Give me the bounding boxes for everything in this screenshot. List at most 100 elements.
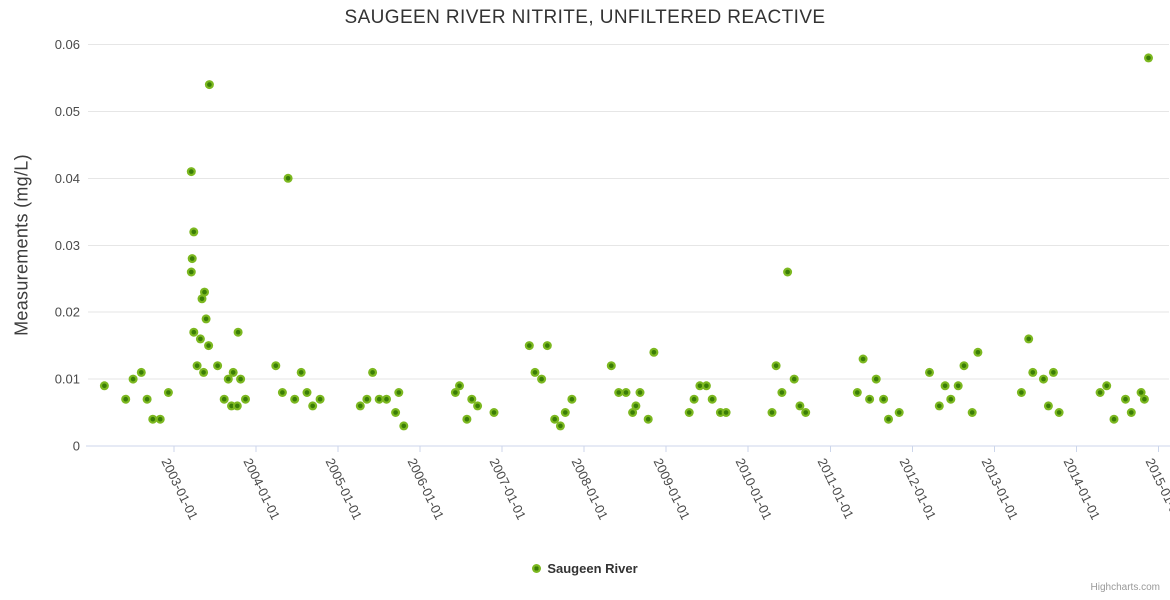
data-point[interactable] [1054,408,1064,417]
legend-item-saugeen-river[interactable]: Saugeen River [532,561,638,576]
data-point[interactable] [1109,414,1119,424]
data-point[interactable] [228,367,238,377]
data-point[interactable] [925,367,934,377]
data-point[interactable] [467,394,477,404]
data-point[interactable] [973,347,983,357]
data-point[interactable] [121,394,131,404]
data-point[interactable] [233,327,243,337]
data-point[interactable] [189,227,199,237]
data-point[interactable] [374,394,384,404]
data-point[interactable] [894,408,904,417]
data-point[interactable] [621,388,631,397]
data-point[interactable] [614,388,624,397]
data-point[interactable] [199,367,209,377]
data-point[interactable] [450,388,460,397]
data-point[interactable] [649,347,659,357]
data-point[interactable] [232,401,242,411]
data-point[interactable] [1144,53,1153,63]
data-point[interactable] [953,381,963,391]
data-point[interactable] [858,354,868,364]
data-point[interactable] [684,408,694,417]
data-point[interactable] [721,408,731,417]
data-point[interactable] [550,414,560,424]
data-point[interactable] [1136,388,1146,397]
data-point[interactable] [296,367,306,377]
data-point[interactable] [391,408,401,417]
data-point[interactable] [884,414,893,424]
data-point[interactable] [473,401,483,411]
data-point[interactable] [195,334,205,344]
data-point[interactable] [689,394,699,404]
data-point[interactable] [1039,374,1048,384]
data-point[interactable] [1095,388,1105,397]
data-point[interactable] [967,408,977,417]
data-point[interactable] [795,401,805,411]
data-point[interactable] [308,401,318,411]
data-point[interactable] [302,388,312,397]
data-point[interactable] [1139,394,1149,404]
data-point[interactable] [219,394,229,404]
data-point[interactable] [879,394,889,404]
data-point[interactable] [767,408,777,417]
data-point[interactable] [148,414,158,424]
data-point[interactable] [542,341,552,351]
data-point[interactable] [204,341,214,351]
data-point[interactable] [187,254,197,264]
data-point[interactable] [959,361,969,371]
data-point[interactable] [223,374,233,384]
data-point[interactable] [946,394,956,404]
data-point[interactable] [382,394,391,404]
data-point[interactable] [524,341,534,351]
data-point[interactable] [204,80,214,90]
data-point[interactable] [368,367,378,377]
data-point[interactable] [1024,334,1034,344]
data-point[interactable] [136,367,146,377]
data-point[interactable] [789,374,799,384]
data-point[interactable] [1048,367,1058,377]
data-point[interactable] [530,367,540,377]
data-point[interactable] [555,421,565,431]
data-point[interactable] [801,408,811,417]
data-point[interactable] [606,361,616,371]
data-point[interactable] [462,414,472,424]
data-point[interactable] [355,401,365,411]
data-point[interactable] [489,408,499,417]
data-point[interactable] [99,381,109,391]
data-point[interactable] [871,374,881,384]
data-point[interactable] [277,388,287,397]
data-point[interactable] [1126,408,1136,417]
data-point[interactable] [394,388,404,397]
data-point[interactable] [1121,394,1130,404]
data-point[interactable] [189,327,199,337]
data-point[interactable] [1016,388,1026,397]
data-point[interactable] [560,408,570,417]
data-point[interactable] [200,287,209,297]
data-point[interactable] [631,401,641,411]
data-point[interactable] [455,381,464,391]
data-point[interactable] [201,314,211,324]
data-point[interactable] [192,361,202,371]
data-point[interactable] [1028,367,1038,377]
data-point[interactable] [777,388,787,397]
data-point[interactable] [283,173,293,183]
data-point[interactable] [142,394,152,404]
data-point[interactable] [315,394,325,404]
data-point[interactable] [399,421,409,431]
data-point[interactable] [213,361,223,371]
data-point[interactable] [537,374,547,384]
data-point[interactable] [271,361,281,371]
data-point[interactable] [186,267,196,277]
data-point[interactable] [290,394,300,404]
data-point[interactable] [1043,401,1053,411]
data-point[interactable] [934,401,944,411]
data-point[interactable] [852,388,862,397]
data-point[interactable] [155,414,165,424]
data-point[interactable] [771,361,781,371]
data-point[interactable] [241,394,250,404]
data-point[interactable] [635,388,645,397]
data-point[interactable] [1102,381,1112,391]
highcharts-credits-link[interactable]: Highcharts.com [1090,582,1160,593]
data-point[interactable] [567,394,577,404]
data-point[interactable] [701,381,711,391]
data-point[interactable] [695,381,705,391]
